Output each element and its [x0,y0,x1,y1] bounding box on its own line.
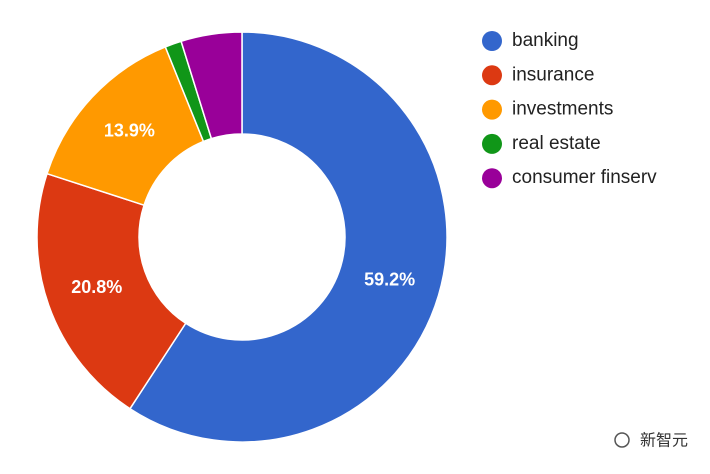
legend-text: insurance [512,64,594,85]
slice [128,31,448,443]
slice-label: 20.8% [71,277,122,297]
slice-label: 13.9% [104,121,155,141]
legend-swatch [482,65,502,86]
legend-swatch [482,31,502,51]
watermark: 新智元 [614,431,688,450]
legend-text: banking [512,30,579,51]
legend-text: consumer finserv [512,167,657,188]
watermark-text: 新智元 [640,431,688,450]
slice [46,45,205,207]
legend-swatch [482,99,502,120]
slice [36,172,187,410]
watermark-icon [614,432,630,448]
legend-text: investments [512,99,613,120]
legend-swatch [482,133,502,154]
legend-text: real estate [512,133,601,154]
slice-label: 59.2% [364,270,415,290]
legend-swatch [482,168,502,189]
slice [180,31,243,140]
